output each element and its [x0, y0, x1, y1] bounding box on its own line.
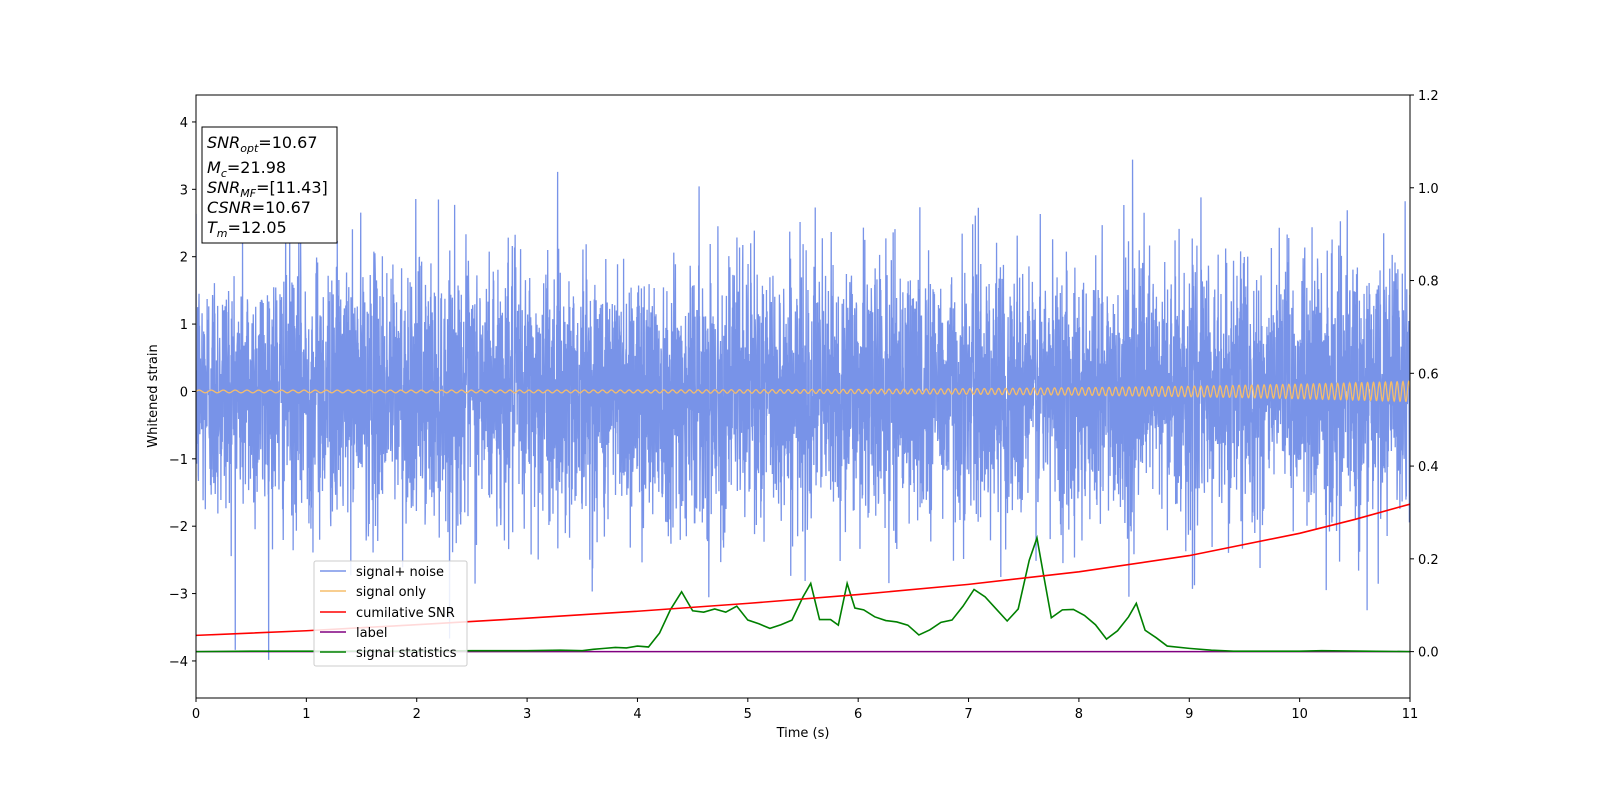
ticks-layer: 0 1 2 3 4 5 6 7 8 9 10 1143210−1−2−3−41.21.00.80.60…	[169, 89, 1439, 722]
x-tick-label: 8	[1075, 707, 1083, 722]
x-tick-label: 6	[854, 707, 862, 722]
y2-tick-label: 0.0	[1418, 646, 1439, 661]
legend-label-label: label	[356, 626, 387, 641]
y-tick-label: 2	[180, 251, 188, 266]
x-tick-label: 3	[523, 707, 531, 722]
y-tick-label: −3	[169, 588, 188, 603]
y-tick-label: −2	[169, 520, 188, 535]
plot-frame	[195, 94, 1411, 699]
annotation-box: SNRopt=10.67 Mc=21.98 SNRMF=[11.43] CSNR…	[201, 126, 338, 244]
x-tick-label: 0	[192, 707, 200, 722]
y-tick-label: 1	[180, 318, 188, 333]
y2-tick-label: 1.2	[1418, 89, 1439, 104]
series-signal-statistics	[196, 534, 1410, 653]
x-tick-label: 10	[1291, 707, 1308, 722]
y2-tick-label: 1.0	[1418, 182, 1439, 197]
x-tick-label: 7	[964, 707, 972, 722]
legend-label-signal-only: signal only	[356, 585, 426, 600]
y-axis-label: Whitened strain	[146, 344, 161, 447]
y2-tick-label: 0.8	[1418, 275, 1439, 290]
annotation-csnr: CSNR=10.67	[207, 198, 311, 217]
series-signal-noise	[196, 159, 1410, 660]
x-tick-label: 1	[302, 707, 310, 722]
annotation-tm: Tm=12.05	[207, 218, 287, 240]
x-tick-label: 11	[1402, 707, 1419, 722]
annotation-snr-opt: SNRopt=10.67	[207, 133, 318, 155]
y-tick-label: 4	[180, 116, 188, 131]
x-tick-label: 9	[1185, 707, 1193, 722]
y2-tick-label: 0.4	[1418, 460, 1439, 475]
legend-label-cumulative-snr: cumilative SNR	[356, 606, 455, 621]
legend: signal+ noise signal only cumilative SNR…	[313, 560, 468, 667]
y-tick-label: 0	[180, 385, 188, 400]
y2-tick-label: 0.2	[1418, 553, 1439, 568]
x-tick-label: 2	[413, 707, 421, 722]
x-tick-label: 4	[633, 707, 641, 722]
y2-tick-label: 0.6	[1418, 367, 1439, 382]
y-tick-label: 3	[180, 183, 188, 198]
x-tick-label: 5	[744, 707, 752, 722]
annotation-mc: Mc=21.98	[207, 158, 286, 180]
y-tick-label: −1	[169, 453, 188, 468]
y-tick-label: −4	[169, 655, 188, 670]
legend-label-signal-statistics: signal statistics	[356, 646, 457, 661]
series-signal-only	[196, 380, 1410, 403]
annotation-snr-mf: SNRMF=[11.43]	[207, 178, 328, 200]
x-axis-label: Time (s)	[776, 726, 830, 741]
legend-label-signal-noise: signal+ noise	[356, 565, 444, 580]
